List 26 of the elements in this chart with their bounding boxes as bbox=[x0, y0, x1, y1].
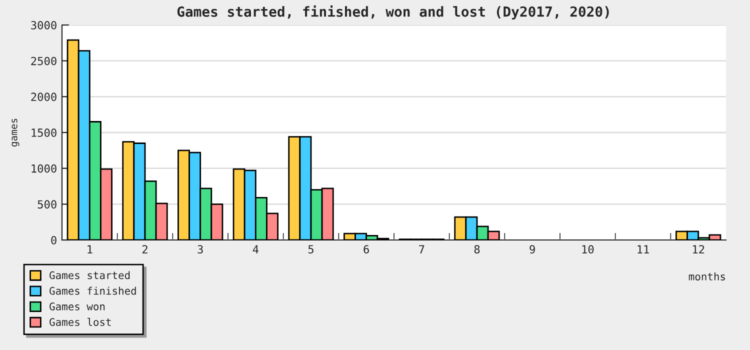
x-tick-label: 9 bbox=[530, 245, 535, 254]
legend-label: Games started bbox=[50, 271, 130, 280]
y-tick-label: 1000 bbox=[32, 164, 56, 173]
y-tick-label: 1500 bbox=[32, 128, 56, 137]
y-tick-label: 3000 bbox=[31, 21, 56, 30]
legend-label: Games won bbox=[50, 302, 105, 310]
y-tick-label: 500 bbox=[38, 200, 56, 209]
y-tick-label: 2000 bbox=[31, 92, 56, 102]
x-tick-label: 5 bbox=[308, 245, 314, 254]
x-tick-label: 10 bbox=[582, 245, 594, 254]
y-tick-label: 0 bbox=[51, 236, 56, 244]
legend-label: Games finished bbox=[50, 286, 136, 295]
chart-title: Games started, finished, won and lost (Dy2017, 2020) bbox=[177, 5, 609, 20]
x-tick-label: 7 bbox=[419, 245, 424, 254]
x-tick-label: 2 bbox=[142, 245, 148, 254]
x-tick-label: 6 bbox=[364, 245, 369, 254]
legend-label: Games lost bbox=[50, 318, 111, 326]
x-tick-label: 11 bbox=[638, 245, 649, 254]
x-tick-label: 8 bbox=[474, 245, 480, 254]
x-tick-label: 3 bbox=[198, 245, 203, 254]
x-tick-label: 4 bbox=[252, 245, 258, 254]
x-tick-label: 12 bbox=[692, 245, 704, 254]
x-tick-label: 1 bbox=[88, 245, 92, 254]
y-axis-title: games bbox=[12, 118, 20, 147]
y-tick-label: 2500 bbox=[31, 56, 56, 66]
x-axis-title: months bbox=[688, 272, 725, 280]
